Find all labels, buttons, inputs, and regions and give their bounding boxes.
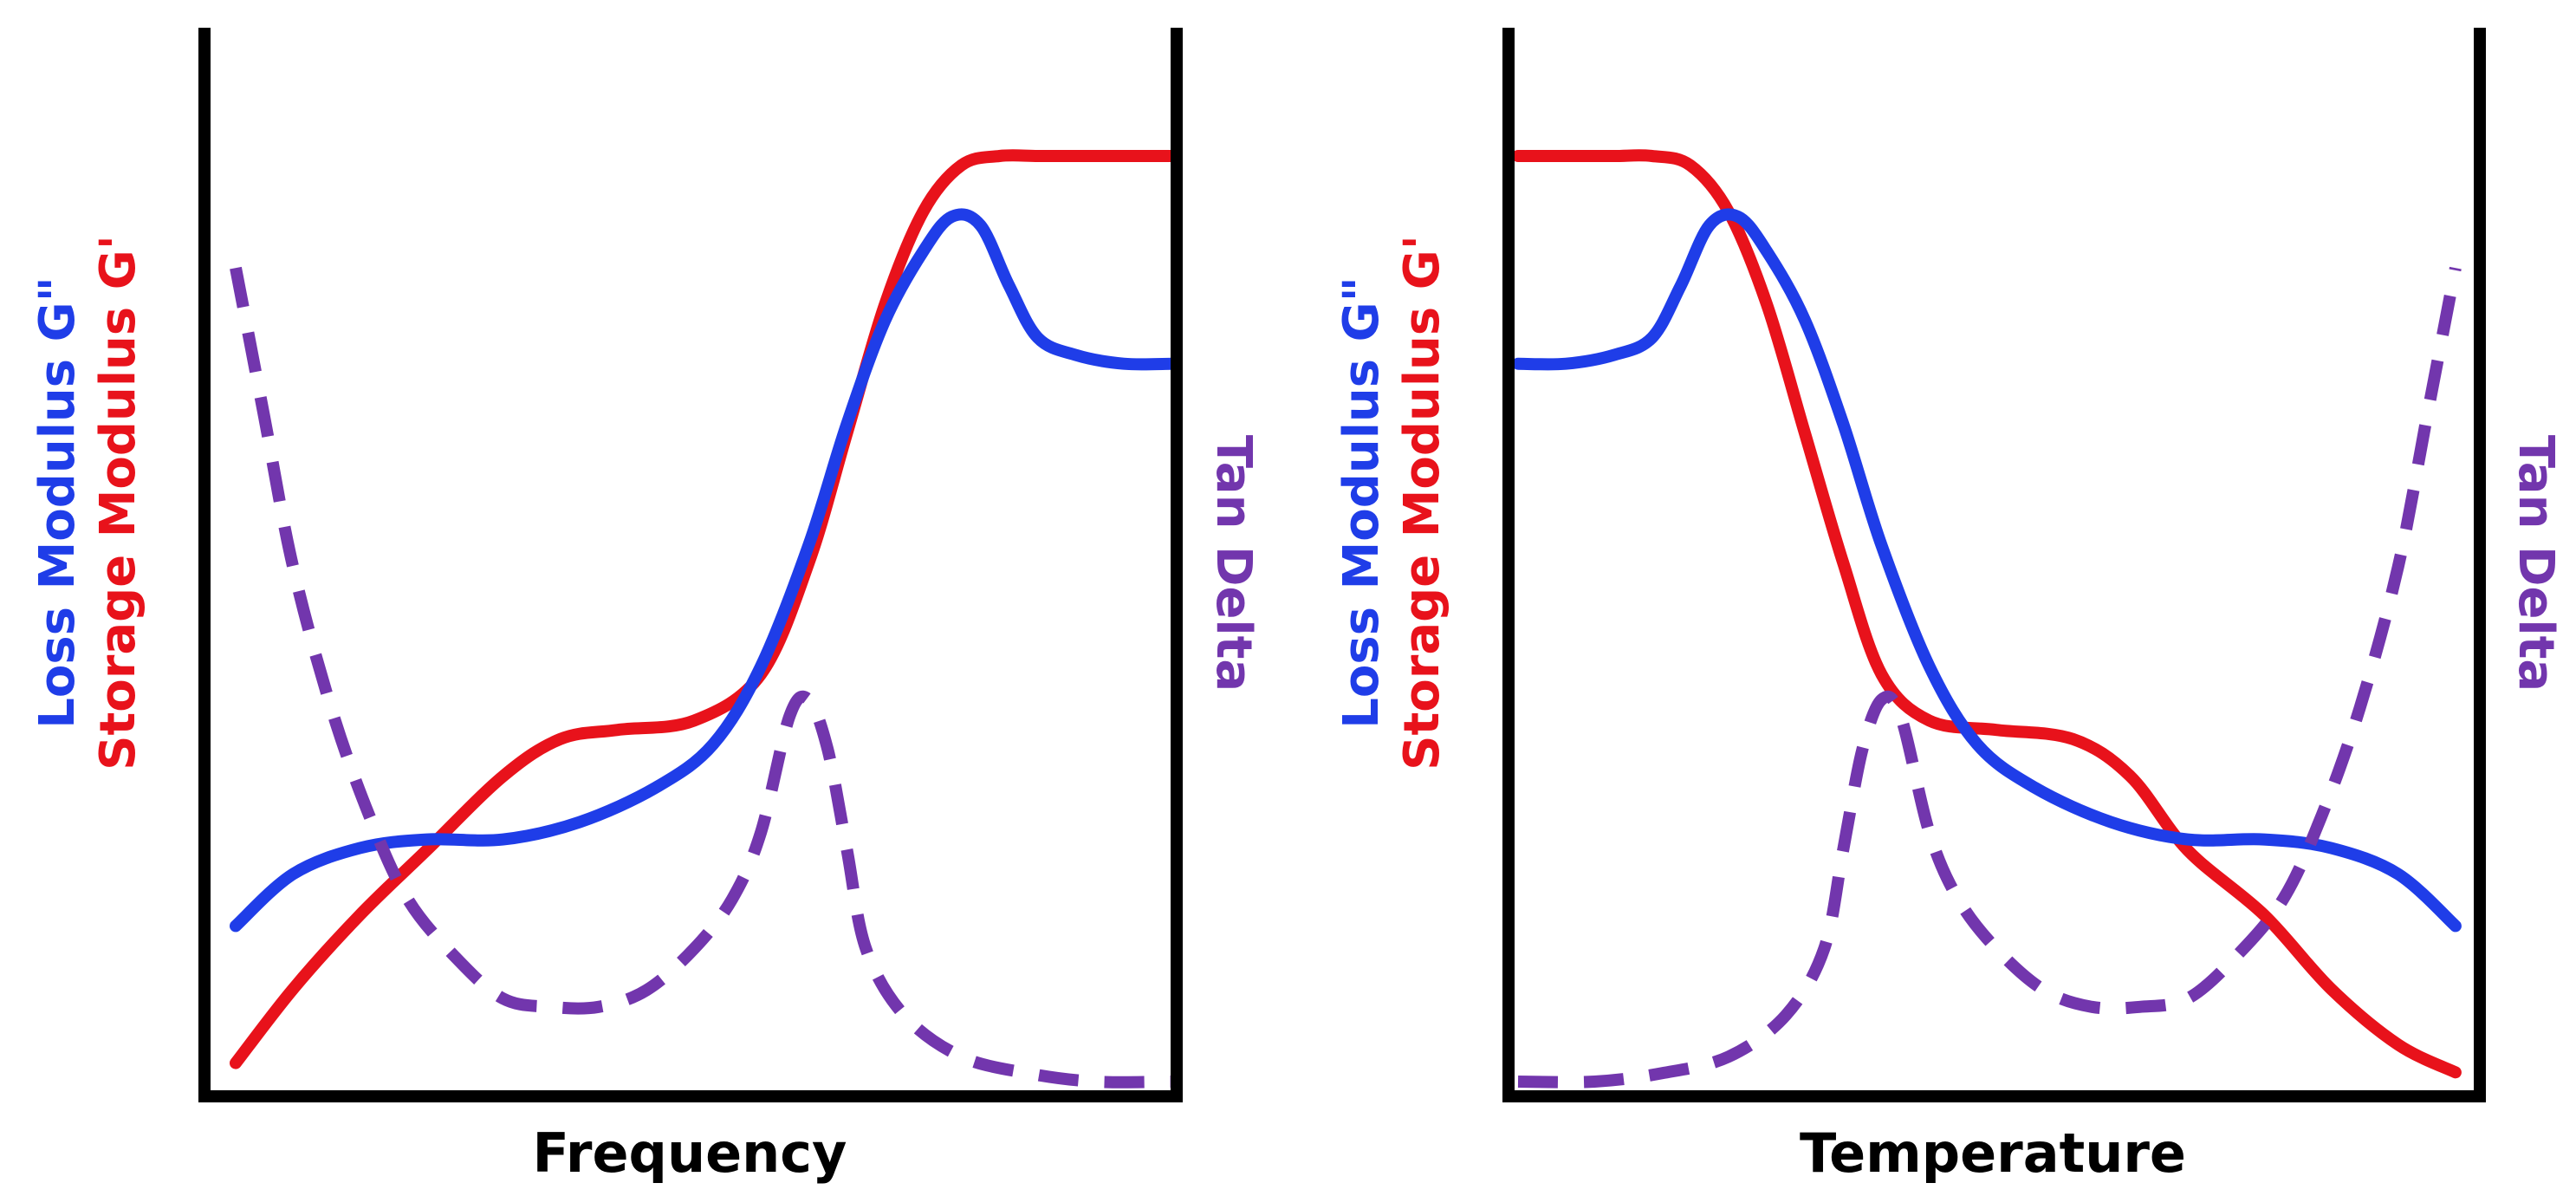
y-axis-label-loss: Loss Modulus G" bbox=[29, 276, 86, 729]
y-axis-label-loss: Loss Modulus G" bbox=[1333, 276, 1390, 729]
loss-modulus-curve bbox=[1512, 208, 2462, 933]
storage-modulus-curve bbox=[230, 149, 1178, 1069]
series-group bbox=[230, 149, 1178, 1089]
y-axis-label-storage: Storage Modulus G' bbox=[90, 235, 146, 770]
y-axis-label-storage: Storage Modulus G' bbox=[1394, 235, 1450, 770]
y-axis-label-tan-delta: Tan Delta bbox=[2508, 435, 2564, 692]
tan-delta-curve bbox=[230, 266, 1172, 1089]
storage-modulus-curve bbox=[1512, 149, 2462, 1079]
tan-delta-curve bbox=[1517, 266, 2462, 1089]
series-group bbox=[1512, 149, 2462, 1089]
loss-modulus-curve bbox=[230, 208, 1178, 933]
frequency-chart: Loss Modulus G" Storage Modulus G' Tan D… bbox=[29, 28, 1262, 1185]
x-axis-label-frequency: Frequency bbox=[533, 1121, 847, 1185]
temperature-chart: Loss Modulus G" Storage Modulus G' Tan D… bbox=[1333, 28, 2564, 1185]
y-axis-label-tan-delta: Tan Delta bbox=[1205, 435, 1262, 692]
x-axis-label-temperature: Temperature bbox=[1800, 1121, 2186, 1185]
